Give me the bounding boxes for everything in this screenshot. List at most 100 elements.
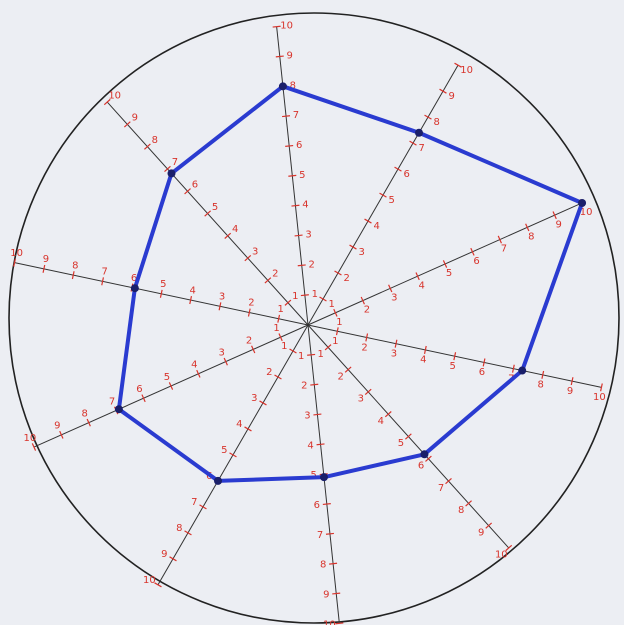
tick-label: 2 bbox=[308, 259, 314, 270]
tick-label: 8 bbox=[458, 505, 464, 516]
tick-label: 1 bbox=[317, 349, 323, 360]
tick-label: 7 bbox=[501, 244, 507, 255]
tick-label: 10 bbox=[280, 21, 293, 32]
tick-mark bbox=[189, 296, 193, 305]
tick-label: 2 bbox=[272, 269, 278, 280]
tick-mark bbox=[470, 247, 475, 256]
tick-mark bbox=[319, 296, 327, 302]
tick-label: 4 bbox=[420, 355, 426, 366]
tick-mark bbox=[394, 339, 398, 348]
tick-mark bbox=[423, 345, 427, 354]
tick-label: 10 bbox=[580, 207, 593, 218]
tick-mark bbox=[141, 394, 146, 403]
tick-label: 4 bbox=[378, 416, 384, 427]
tick-mark bbox=[453, 352, 457, 361]
tick-label: 8 bbox=[320, 560, 326, 571]
tick-mark bbox=[454, 62, 462, 68]
tick-label: 2 bbox=[266, 367, 272, 378]
tick-label: 9 bbox=[287, 50, 293, 61]
radar-point bbox=[114, 405, 123, 414]
tick-label: 8 bbox=[81, 408, 87, 419]
tick-label: 10 bbox=[495, 550, 508, 561]
tick-label: 8 bbox=[176, 523, 182, 534]
tick-mark bbox=[505, 544, 513, 552]
tick-mark bbox=[424, 114, 432, 120]
tick-mark bbox=[442, 260, 448, 268]
tick-label: 2 bbox=[364, 305, 370, 316]
tick-mark bbox=[511, 364, 515, 373]
tick-mark bbox=[59, 430, 64, 439]
tick-label: 7 bbox=[438, 483, 444, 494]
tick-label: 6 bbox=[403, 169, 409, 180]
tick-mark bbox=[285, 144, 294, 148]
tick-mark bbox=[360, 296, 365, 305]
tick-mark bbox=[282, 115, 291, 118]
tick-label: 9 bbox=[132, 113, 138, 124]
tick-label: 10 bbox=[24, 433, 37, 444]
tick-label: 10 bbox=[593, 392, 606, 403]
radar-point bbox=[167, 169, 176, 178]
radar-point bbox=[278, 82, 287, 91]
tick-label: 6 bbox=[131, 273, 137, 284]
tick-label: 8 bbox=[290, 80, 296, 91]
radar-point bbox=[420, 450, 429, 459]
tick-label: 1 bbox=[328, 299, 334, 310]
tick-mark bbox=[445, 477, 452, 485]
tick-mark bbox=[199, 504, 207, 510]
tick-mark bbox=[409, 140, 417, 146]
tick-mark bbox=[251, 345, 256, 354]
tick-label: 3 bbox=[219, 347, 225, 358]
tick-label: 7 bbox=[109, 396, 115, 407]
tick-label: 6 bbox=[296, 140, 302, 151]
tick-mark bbox=[552, 211, 557, 220]
tick-mark bbox=[101, 277, 105, 286]
tick-mark bbox=[600, 383, 603, 392]
tick-mark bbox=[310, 383, 319, 386]
tick-label: 9 bbox=[567, 386, 573, 397]
tick-mark bbox=[541, 370, 545, 379]
tick-mark bbox=[71, 271, 75, 280]
tick-label: 5 bbox=[446, 268, 452, 279]
tick-mark bbox=[465, 500, 472, 507]
tick-mark bbox=[404, 433, 412, 440]
tick-label: 10 bbox=[143, 575, 156, 586]
tick-label: 5 bbox=[160, 279, 166, 290]
tick-mark bbox=[13, 258, 16, 267]
tick-label: 2 bbox=[343, 273, 349, 284]
tick-label: 3 bbox=[358, 247, 364, 258]
tick-mark bbox=[42, 264, 46, 273]
tick-label: 9 bbox=[556, 219, 562, 230]
tick-label: 4 bbox=[373, 221, 379, 232]
tick-label: 5 bbox=[212, 202, 218, 213]
tick-mark bbox=[218, 302, 222, 311]
tick-mark bbox=[482, 358, 486, 367]
tick-mark bbox=[364, 388, 372, 396]
tick-mark bbox=[169, 556, 177, 562]
tick-mark bbox=[365, 333, 369, 342]
radar-point bbox=[415, 128, 423, 137]
tick-label: 7 bbox=[317, 530, 323, 541]
tick-mark bbox=[316, 443, 325, 446]
tick-label: 9 bbox=[54, 421, 60, 432]
tick-mark bbox=[307, 353, 316, 356]
tick-mark bbox=[300, 294, 309, 297]
outer-circle bbox=[8, 12, 620, 624]
tick-label: 4 bbox=[236, 419, 242, 430]
tick-label: 4 bbox=[307, 440, 313, 451]
tick-label: 9 bbox=[478, 527, 484, 538]
tick-mark bbox=[223, 357, 228, 366]
tick-label: 7 bbox=[101, 267, 107, 278]
tick-label: 1 bbox=[312, 289, 318, 300]
tick-label: 6 bbox=[314, 500, 320, 511]
tick-mark bbox=[329, 562, 338, 565]
tick-label: 8 bbox=[537, 380, 543, 391]
tick-label: 9 bbox=[448, 91, 454, 102]
tick-mark bbox=[364, 218, 372, 224]
tick-label: 7 bbox=[293, 110, 299, 121]
tick-mark bbox=[229, 452, 237, 458]
tick-label: 8 bbox=[72, 260, 78, 271]
tick-mark bbox=[244, 426, 252, 432]
tick-label: 6 bbox=[136, 384, 142, 395]
tick-label: 10 bbox=[10, 248, 23, 259]
